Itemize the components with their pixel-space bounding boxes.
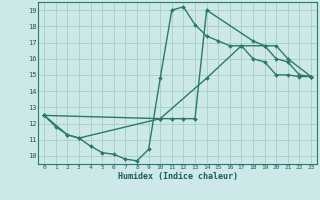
X-axis label: Humidex (Indice chaleur): Humidex (Indice chaleur) (118, 172, 238, 181)
